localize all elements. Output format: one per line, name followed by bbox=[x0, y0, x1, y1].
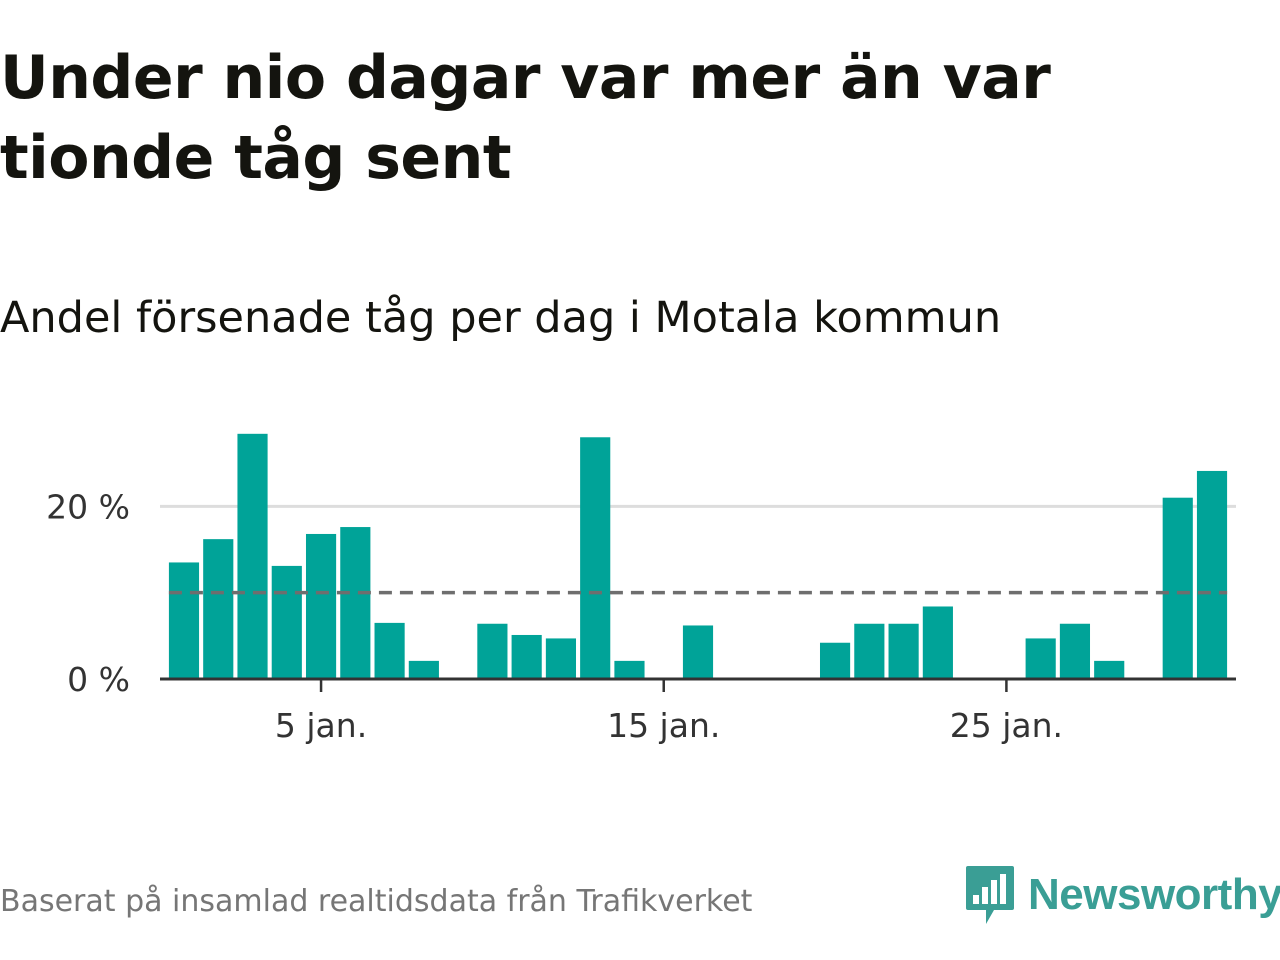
bar bbox=[888, 623, 919, 679]
bar bbox=[1094, 660, 1125, 679]
bar-layer bbox=[168, 433, 1228, 679]
bar bbox=[511, 634, 542, 679]
x-tick-label: 15 jan. bbox=[607, 706, 720, 745]
bar bbox=[477, 623, 508, 679]
bar-chart: 0 % 20 % 5 jan. 15 jan. 25 jan. bbox=[46, 433, 1236, 745]
bar bbox=[1059, 623, 1091, 679]
chart-title: Under nio dagar var mer än var tionde tå… bbox=[0, 43, 1051, 193]
bar bbox=[305, 533, 337, 679]
brand-logo: Newsworthy bbox=[964, 862, 1280, 928]
bar bbox=[682, 625, 714, 679]
newsworthy-logo-icon bbox=[966, 866, 1014, 924]
bar bbox=[203, 539, 234, 679]
bar bbox=[271, 565, 302, 679]
source-note: Baserat på insamlad realtidsdata från Tr… bbox=[0, 884, 753, 919]
bar bbox=[168, 562, 200, 679]
bar bbox=[819, 642, 851, 679]
bar bbox=[1025, 638, 1056, 679]
bar bbox=[1196, 470, 1228, 679]
bar bbox=[374, 622, 405, 679]
brand-name: Newsworthy bbox=[1028, 870, 1280, 919]
chart-subtitle: Andel försenade tåg per dag i Motala kom… bbox=[0, 293, 1002, 343]
x-tick-label: 5 jan. bbox=[275, 706, 367, 745]
bar bbox=[922, 606, 953, 679]
bar bbox=[580, 437, 611, 679]
bar bbox=[408, 660, 439, 679]
bar bbox=[614, 660, 645, 679]
y-tick-label: 0 % bbox=[67, 660, 130, 699]
y-tick-label: 20 % bbox=[46, 487, 130, 526]
x-tick-label: 25 jan. bbox=[950, 706, 1063, 745]
bar bbox=[545, 638, 577, 679]
bar bbox=[340, 527, 371, 679]
bar bbox=[854, 623, 885, 679]
bar bbox=[1162, 497, 1193, 679]
axis-layer: 0 % 20 % 5 jan. 15 jan. 25 jan. bbox=[46, 487, 1236, 745]
bar bbox=[237, 433, 268, 679]
